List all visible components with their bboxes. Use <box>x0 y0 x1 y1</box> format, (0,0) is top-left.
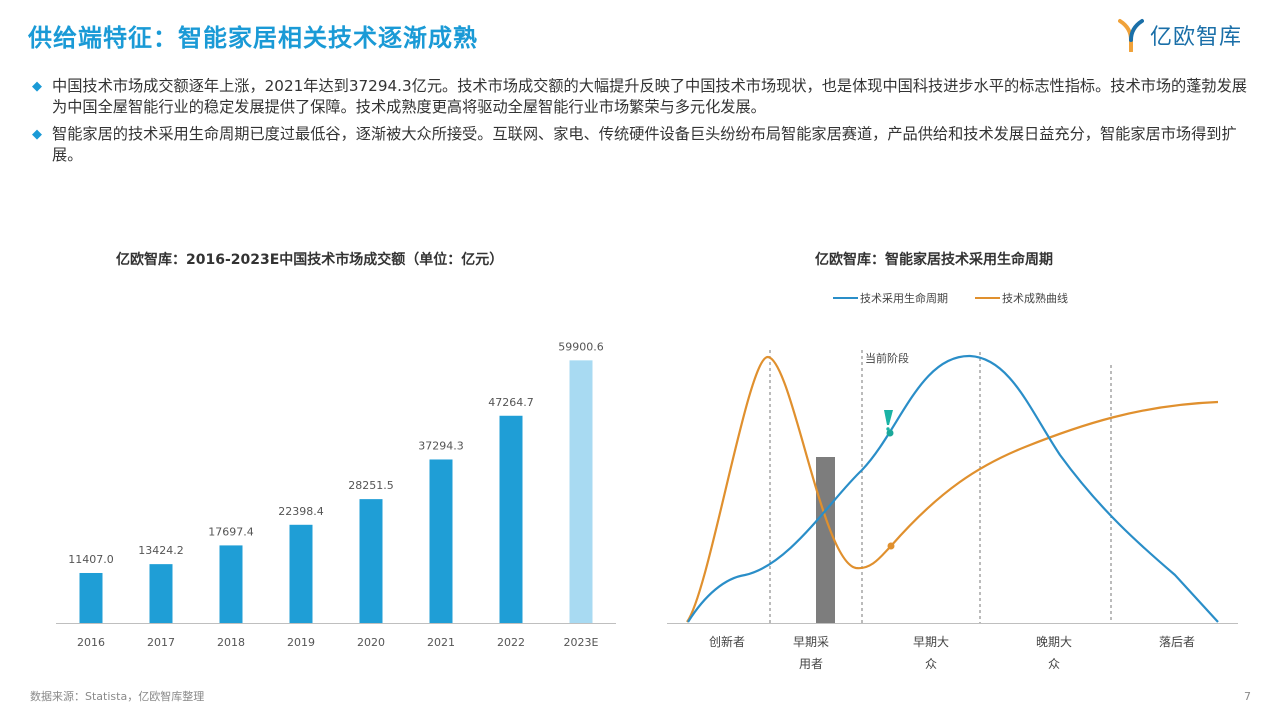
x-tick-label: 2022 <box>497 636 525 649</box>
data-label: 17697.4 <box>208 525 254 538</box>
data-label: 22398.4 <box>278 505 324 518</box>
stage-label: 用者 <box>799 657 823 671</box>
data-label: 13424.2 <box>138 544 184 557</box>
bar <box>219 545 243 623</box>
maturity-curve-line <box>686 355 1219 623</box>
current-position-marker <box>887 542 895 550</box>
stage-label: 众 <box>1048 657 1060 671</box>
stage-label: 早期采 <box>793 635 829 649</box>
data-source: 数据来源：Statista，亿欧智库整理 <box>30 690 205 703</box>
data-label: 28251.5 <box>348 479 394 492</box>
adoption-curve-line <box>687 354 1219 623</box>
bar <box>359 499 383 623</box>
bar <box>149 564 173 623</box>
bar <box>499 415 523 623</box>
bar <box>79 572 103 623</box>
page-number: 7 <box>1244 690 1251 703</box>
bar-chart: 11407.0 2016 13424.2 2017 17697.4 2018 22398.4… <box>56 340 616 649</box>
alert-icon <box>884 410 893 425</box>
x-tick-label: 2021 <box>427 636 455 649</box>
lifecycle-chart-title: 亿欧智库：智能家居技术采用生命周期 <box>815 252 1053 268</box>
data-label: 59900.6 <box>558 340 604 353</box>
page-title: 供给端特征：智能家居相关技术逐渐成熟 <box>28 24 478 52</box>
diamond-icon: ◆ <box>32 127 42 142</box>
gray-bar <box>816 457 835 623</box>
x-tick-label: 2023E <box>564 636 599 649</box>
bar <box>429 459 453 623</box>
stage-label: 众 <box>925 657 937 671</box>
x-tick-label: 2020 <box>357 636 385 649</box>
bar <box>569 360 593 623</box>
stage-label: 创新者 <box>709 634 745 649</box>
bullet-text: 中国技术市场成交额逐年上涨，2021年达到37294.3亿元。技术市场成交额的大… <box>52 77 1247 116</box>
alert-icon-dot <box>886 427 890 431</box>
logo-text: 亿欧智库 <box>1150 25 1243 50</box>
stage-label: 晚期大 <box>1036 635 1072 649</box>
stage-label: 落后者 <box>1159 635 1195 649</box>
bullet-text: 智能家居的技术采用生命周期已度过最低谷，逐渐被大众所接受。互联网、家电、传统硬件… <box>52 125 1237 164</box>
annotation-label: 当前阶段 <box>865 351 909 365</box>
bullet-list: ◆ 中国技术市场成交额逐年上涨，2021年达到37294.3亿元。技术市场成交额… <box>32 76 1256 172</box>
logo-icon <box>1118 19 1144 52</box>
bullet-item: ◆ 智能家居的技术采用生命周期已度过最低谷，逐渐被大众所接受。互联网、家电、传统… <box>32 124 1256 166</box>
stage-label: 早期大 <box>913 635 949 649</box>
current-position-marker <box>886 429 894 437</box>
x-tick-label: 2019 <box>287 636 315 649</box>
bar-chart-title: 亿欧智库：2016-2023E中国技术市场成交额（单位：亿元） <box>116 252 504 268</box>
diamond-icon: ◆ <box>32 79 42 94</box>
x-tick-label: 2017 <box>147 636 175 649</box>
legend-label: 技术采用生命周期 <box>860 291 948 305</box>
x-tick-label: 2016 <box>77 636 105 649</box>
data-label: 37294.3 <box>418 439 464 452</box>
data-label: 11407.0 <box>68 553 114 566</box>
data-label: 47264.7 <box>488 396 534 409</box>
bullet-item: ◆ 中国技术市场成交额逐年上涨，2021年达到37294.3亿元。技术市场成交额… <box>32 76 1256 118</box>
x-tick-label: 2018 <box>217 636 245 649</box>
bar <box>289 524 313 623</box>
legend-label: 技术成熟曲线 <box>1002 291 1068 305</box>
brand-logo: 亿欧智库 <box>1118 18 1242 52</box>
